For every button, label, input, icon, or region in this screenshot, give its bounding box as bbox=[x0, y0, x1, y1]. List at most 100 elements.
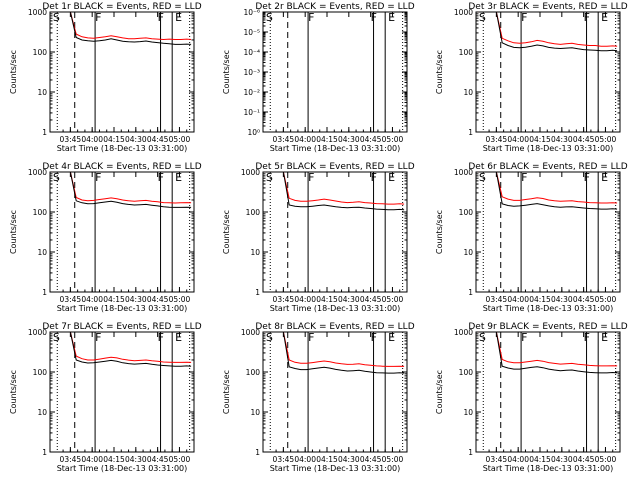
x-tick-label: 04:00 bbox=[507, 455, 529, 464]
event-marker-e: E bbox=[175, 331, 182, 344]
x-tick-label: 04:45 bbox=[147, 135, 169, 144]
y-tick-label: 1 bbox=[255, 288, 260, 297]
x-axis-label: Start Time (18-Dec-13 03:31:00) bbox=[483, 144, 614, 153]
y-tick-label: 10 bbox=[463, 248, 473, 257]
plot-frame bbox=[49, 331, 195, 453]
event-marker-e: E bbox=[388, 171, 395, 184]
x-tick-label: 04:15 bbox=[529, 135, 551, 144]
y-axis-label: Counts/sec bbox=[435, 50, 444, 94]
y-tick-label: 1 bbox=[42, 288, 47, 297]
y-tick-label: 100 bbox=[459, 368, 474, 377]
event-marker-f: F bbox=[521, 331, 527, 344]
x-tick-label: 05:00 bbox=[595, 295, 617, 304]
x-tick-label: 04:45 bbox=[360, 295, 382, 304]
x-tick-label: 04:00 bbox=[294, 135, 316, 144]
y-axis-label: Counts/sec bbox=[435, 370, 444, 414]
x-tick-label: 03:45 bbox=[60, 135, 82, 144]
series-events-line bbox=[265, 171, 405, 211]
event-marker-f: F bbox=[371, 331, 377, 344]
x-tick-label: 04:30 bbox=[125, 295, 147, 304]
event-marker-f: F bbox=[95, 11, 101, 24]
panel-title: Det 1r BLACK = Events, RED = LLD bbox=[42, 2, 201, 12]
y-tick-label: 1000 bbox=[454, 168, 473, 177]
event-marker-f: F bbox=[584, 171, 590, 184]
panel-3: Det 3r BLACK = Events, RED = LLD 1 10 100 10… bbox=[435, 2, 628, 153]
y-axis-label: Counts/sec bbox=[222, 50, 231, 94]
x-tick-label: 05:00 bbox=[382, 295, 404, 304]
y-tick-label: 10⁰ bbox=[247, 128, 260, 137]
panel-title: Det 3r BLACK = Events, RED = LLD bbox=[468, 2, 627, 12]
event-marker-f: F bbox=[308, 331, 314, 344]
y-tick-label: 10⁻² bbox=[243, 88, 260, 97]
x-tick-label: 05:00 bbox=[382, 455, 404, 464]
event-marker-f: F bbox=[158, 171, 164, 184]
x-tick-label: 04:15 bbox=[103, 455, 125, 464]
x-tick-label: 04:45 bbox=[360, 455, 382, 464]
y-tick-label: 1 bbox=[42, 448, 47, 457]
y-tick-label: 100 bbox=[459, 48, 474, 57]
event-marker-e: E bbox=[175, 171, 182, 184]
y-tick-label: 100 bbox=[33, 48, 48, 57]
y-tick-label: 100 bbox=[33, 208, 48, 217]
panel-7: Det 7r BLACK = Events, RED = LLD 1 10 100 10… bbox=[9, 322, 202, 473]
plot-frame bbox=[262, 171, 408, 293]
x-tick-label: 04:30 bbox=[125, 135, 147, 144]
x-tick-label: 03:45 bbox=[60, 295, 82, 304]
panel-2: Det 2r BLACK = Events, RED = LLD 10⁰ 10⁻¹ 1… bbox=[222, 2, 415, 153]
event-marker-f: F bbox=[371, 171, 377, 184]
event-marker-f: F bbox=[158, 331, 164, 344]
y-tick-label: 1000 bbox=[241, 168, 260, 177]
event-marker-s: S bbox=[266, 171, 273, 184]
y-tick-label: 1000 bbox=[454, 328, 473, 337]
event-marker-f: F bbox=[584, 331, 590, 344]
x-tick-label: 03:45 bbox=[273, 455, 295, 464]
x-tick-label: 04:15 bbox=[316, 455, 338, 464]
series-events-line bbox=[52, 11, 192, 45]
x-tick-label: 04:15 bbox=[529, 455, 551, 464]
panel-title: Det 8r BLACK = Events, RED = LLD bbox=[255, 322, 414, 332]
x-axis-label: Start Time (18-Dec-13 03:31:00) bbox=[57, 304, 188, 313]
y-tick-label: 1 bbox=[255, 448, 260, 457]
y-tick-label: 10 bbox=[463, 408, 473, 417]
panel-title: Det 2r BLACK = Events, RED = LLD bbox=[255, 2, 414, 12]
y-axis-label: Counts/sec bbox=[9, 210, 18, 254]
x-tick-label: 05:00 bbox=[169, 455, 191, 464]
series-events-line bbox=[478, 11, 618, 52]
x-tick-label: 04:45 bbox=[360, 135, 382, 144]
y-tick-label: 10 bbox=[250, 408, 260, 417]
x-tick-label: 04:15 bbox=[316, 135, 338, 144]
x-axis-label: Start Time (18-Dec-13 03:31:00) bbox=[270, 464, 401, 473]
y-tick-label: 1 bbox=[468, 448, 473, 457]
x-tick-label: 04:45 bbox=[573, 135, 595, 144]
y-axis-label: Counts/sec bbox=[222, 370, 231, 414]
event-marker-s: S bbox=[266, 331, 273, 344]
y-tick-label: 1 bbox=[468, 128, 473, 137]
event-marker-s: S bbox=[479, 171, 486, 184]
event-marker-s: S bbox=[53, 171, 60, 184]
y-tick-label: 100 bbox=[459, 208, 474, 217]
event-marker-s: S bbox=[53, 11, 60, 24]
x-tick-label: 04:00 bbox=[81, 295, 103, 304]
event-marker-e: E bbox=[601, 11, 608, 24]
x-tick-label: 03:45 bbox=[60, 455, 82, 464]
x-axis-label: Start Time (18-Dec-13 03:31:00) bbox=[483, 464, 614, 473]
y-axis-label: Counts/sec bbox=[222, 210, 231, 254]
y-tick-label: 10 bbox=[37, 88, 47, 97]
x-tick-label: 04:00 bbox=[294, 455, 316, 464]
event-marker-f: F bbox=[521, 171, 527, 184]
series-events-line bbox=[478, 171, 618, 210]
event-marker-f: F bbox=[158, 11, 164, 24]
event-marker-f: F bbox=[308, 11, 314, 24]
x-axis-label: Start Time (18-Dec-13 03:31:00) bbox=[270, 144, 401, 153]
x-tick-label: 03:45 bbox=[273, 295, 295, 304]
event-marker-s: S bbox=[53, 331, 60, 344]
event-marker-e: E bbox=[388, 11, 395, 24]
y-tick-label: 10 bbox=[37, 408, 47, 417]
x-tick-label: 05:00 bbox=[169, 295, 191, 304]
y-tick-label: 10⁻⁶ bbox=[243, 8, 260, 17]
y-tick-label: 10⁻³ bbox=[243, 68, 260, 77]
panel-6: Det 6r BLACK = Events, RED = LLD 1 10 100 10… bbox=[435, 162, 628, 313]
x-tick-label: 04:00 bbox=[81, 135, 103, 144]
x-tick-label: 04:30 bbox=[338, 455, 360, 464]
event-marker-f: F bbox=[95, 331, 101, 344]
